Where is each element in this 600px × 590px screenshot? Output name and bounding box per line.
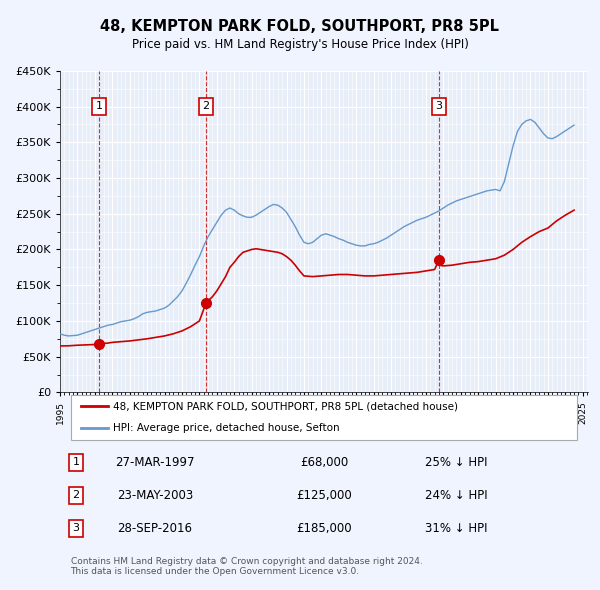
Text: 28-SEP-2016: 28-SEP-2016 bbox=[118, 522, 193, 535]
Text: Contains HM Land Registry data © Crown copyright and database right 2024.
This d: Contains HM Land Registry data © Crown c… bbox=[71, 557, 422, 576]
Text: 27-MAR-1997: 27-MAR-1997 bbox=[115, 456, 195, 469]
Text: 2: 2 bbox=[202, 101, 209, 111]
Text: 23-MAY-2003: 23-MAY-2003 bbox=[117, 489, 193, 502]
Text: £185,000: £185,000 bbox=[296, 522, 352, 535]
Text: 48, KEMPTON PARK FOLD, SOUTHPORT, PR8 5PL (detached house): 48, KEMPTON PARK FOLD, SOUTHPORT, PR8 5P… bbox=[113, 401, 458, 411]
Text: 2: 2 bbox=[72, 490, 79, 500]
Text: 48, KEMPTON PARK FOLD, SOUTHPORT, PR8 5PL: 48, KEMPTON PARK FOLD, SOUTHPORT, PR8 5P… bbox=[101, 19, 499, 34]
Text: £125,000: £125,000 bbox=[296, 489, 352, 502]
Text: 3: 3 bbox=[73, 523, 79, 533]
Text: 25% ↓ HPI: 25% ↓ HPI bbox=[425, 456, 487, 469]
Text: 1: 1 bbox=[73, 457, 79, 467]
FancyBboxPatch shape bbox=[71, 395, 577, 440]
Text: 24% ↓ HPI: 24% ↓ HPI bbox=[425, 489, 487, 502]
Text: HPI: Average price, detached house, Sefton: HPI: Average price, detached house, Seft… bbox=[113, 424, 340, 434]
Text: 31% ↓ HPI: 31% ↓ HPI bbox=[425, 522, 487, 535]
Text: Price paid vs. HM Land Registry's House Price Index (HPI): Price paid vs. HM Land Registry's House … bbox=[131, 38, 469, 51]
Text: 1: 1 bbox=[95, 101, 103, 111]
Text: 3: 3 bbox=[436, 101, 442, 111]
Text: £68,000: £68,000 bbox=[300, 456, 348, 469]
